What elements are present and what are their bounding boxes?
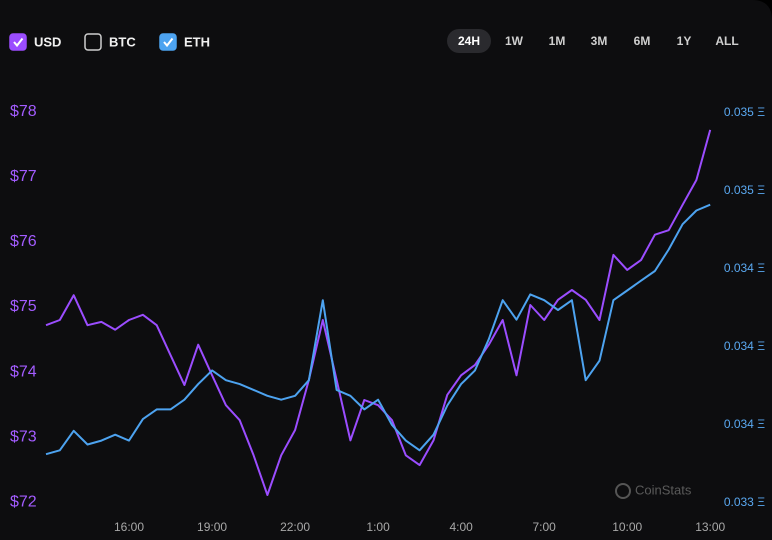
x-tick-label: 13:00	[695, 520, 725, 534]
x-tick-label: 22:00	[280, 520, 310, 534]
line-eth	[45, 203, 711, 456]
range-button[interactable]: 3M	[591, 34, 608, 48]
y-tick-label: $76	[10, 233, 37, 250]
legend-label[interactable]: BTC	[109, 34, 136, 49]
x-tick-label: 7:00	[532, 520, 556, 534]
range-button[interactable]: 1W	[505, 34, 524, 48]
y2-tick-label: 0.034 Ξ	[724, 339, 765, 353]
y-tick-label: $78	[10, 103, 37, 120]
check-mark	[163, 37, 174, 48]
legend-checkbox[interactable]	[159, 33, 177, 51]
y-tick-label: $73	[10, 428, 37, 445]
x-tick-label: 16:00	[114, 520, 144, 534]
check-mark	[13, 37, 24, 48]
y2-tick-label: 0.034 Ξ	[724, 261, 765, 275]
x-tick-label: 1:00	[366, 520, 390, 534]
y-tick-label: $72	[10, 493, 37, 510]
legend-checkbox[interactable]	[9, 33, 27, 51]
y-tick-label: $77	[10, 168, 37, 185]
y2-tick-label: 0.033 Ξ	[724, 495, 765, 509]
legend-label[interactable]: USD	[34, 34, 61, 49]
watermark-icon	[615, 483, 631, 499]
legend-checkbox[interactable]	[84, 33, 102, 51]
x-tick-label: 4:00	[449, 520, 473, 534]
line-usd	[45, 129, 712, 496]
watermark: CoinStats	[635, 482, 692, 497]
range-button[interactable]: ALL	[715, 34, 738, 48]
y-tick-label: $75	[10, 298, 37, 315]
range-button[interactable]: 1M	[549, 34, 566, 48]
y2-tick-label: 0.035 Ξ	[724, 105, 765, 119]
y-tick-label: $74	[10, 363, 37, 380]
legend-label[interactable]: ETH	[184, 34, 210, 49]
range-button[interactable]: 24H	[458, 34, 480, 48]
y2-tick-label: 0.034 Ξ	[724, 417, 765, 431]
y2-tick-label: 0.035 Ξ	[724, 183, 765, 197]
range-button-active	[447, 29, 491, 53]
range-button[interactable]: 1Y	[677, 34, 692, 48]
x-tick-label: 19:00	[197, 520, 227, 534]
range-button[interactable]: 6M	[634, 34, 651, 48]
x-tick-label: 10:00	[612, 520, 642, 534]
